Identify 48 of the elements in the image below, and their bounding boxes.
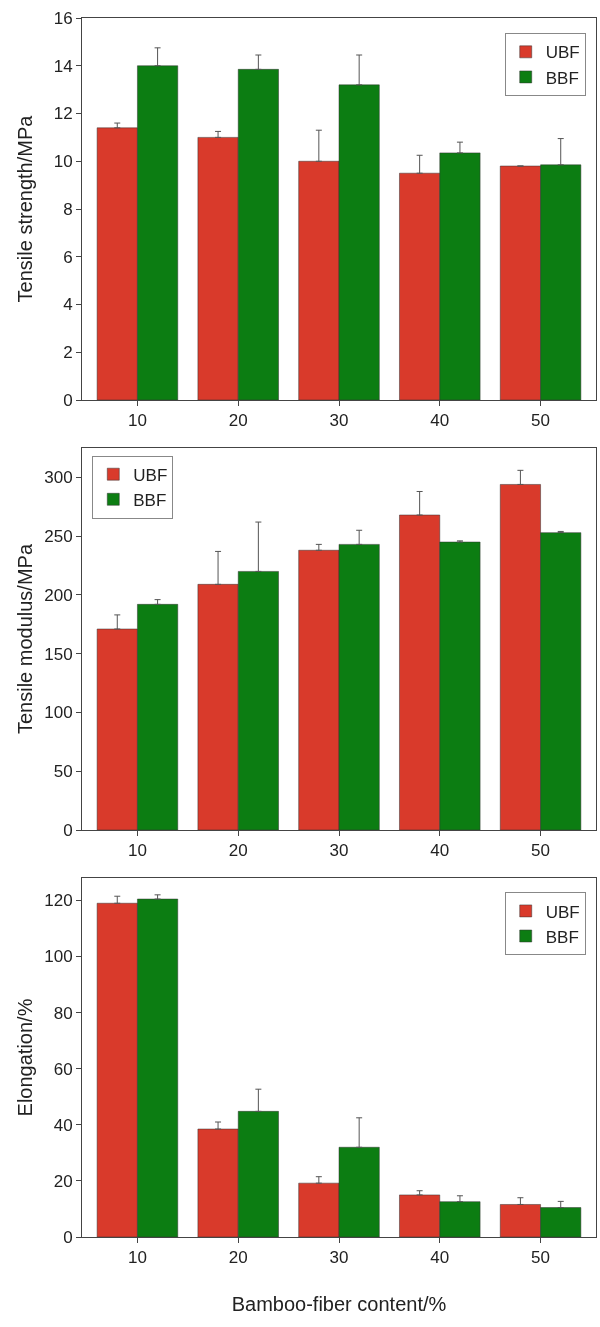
y-tick-label: 300 xyxy=(44,468,73,488)
y-tick-label: 60 xyxy=(53,1059,73,1079)
legend-label: BBF xyxy=(545,927,579,947)
y-tick-label: 0 xyxy=(63,820,73,840)
y-tick-label: 10 xyxy=(53,152,73,172)
y-tick-label: 16 xyxy=(53,8,73,28)
legend-label: BBF xyxy=(133,490,167,510)
y-tick-label: 6 xyxy=(63,247,73,267)
y-tick-label: 100 xyxy=(44,947,73,967)
legend-label: UBF xyxy=(133,465,168,485)
x-tick-label: 40 xyxy=(430,841,450,861)
legend-label: BBF xyxy=(545,68,579,88)
x-tick-label: 10 xyxy=(127,411,147,431)
x-tick-label: 50 xyxy=(531,841,551,861)
y-tick-label: 200 xyxy=(44,585,73,605)
y-tick-label: 0 xyxy=(63,1227,73,1247)
x-tick-label: 10 xyxy=(127,1248,147,1268)
x-tick-label: 50 xyxy=(531,1248,551,1268)
y-tick-label: 2 xyxy=(63,343,73,363)
x-tick-label: 50 xyxy=(531,411,551,431)
x-tick-label: 20 xyxy=(228,1248,248,1268)
x-tick-label: 40 xyxy=(430,1248,450,1268)
y-tick-label: 150 xyxy=(44,644,73,664)
y-tick-label: 14 xyxy=(53,56,73,76)
y-axis-title: Tensile strength/MPa xyxy=(14,114,36,303)
y-tick-label: 250 xyxy=(44,527,73,547)
x-tick-label: 20 xyxy=(228,841,248,861)
y-axis-title: Elongation/% xyxy=(14,998,36,1117)
legend-label: UBF xyxy=(545,43,580,63)
y-tick-label: 50 xyxy=(53,762,73,782)
x-tick-label: 40 xyxy=(430,411,450,431)
y-tick-label: 4 xyxy=(63,295,73,315)
x-tick-label: 30 xyxy=(329,841,349,861)
x-tick-label: 30 xyxy=(329,411,349,431)
x-tick-label: 30 xyxy=(329,1248,349,1268)
legend-label: UBF xyxy=(545,902,580,922)
y-tick-label: 40 xyxy=(53,1115,73,1135)
x-tick-label: 10 xyxy=(127,841,147,861)
x-tick-label: 20 xyxy=(228,411,248,431)
y-tick-label: 8 xyxy=(63,199,73,219)
y-tick-label: 0 xyxy=(63,390,73,410)
x-axis-title: Bamboo-fiber content/% xyxy=(231,1292,447,1315)
y-tick-label: 120 xyxy=(44,891,73,911)
y-tick-label: 12 xyxy=(53,104,73,124)
y-tick-label: 80 xyxy=(53,1003,73,1023)
y-tick-label: 20 xyxy=(53,1171,73,1191)
y-axis-title: Tensile modulus/MPa xyxy=(14,543,36,735)
y-tick-label: 100 xyxy=(44,703,73,723)
